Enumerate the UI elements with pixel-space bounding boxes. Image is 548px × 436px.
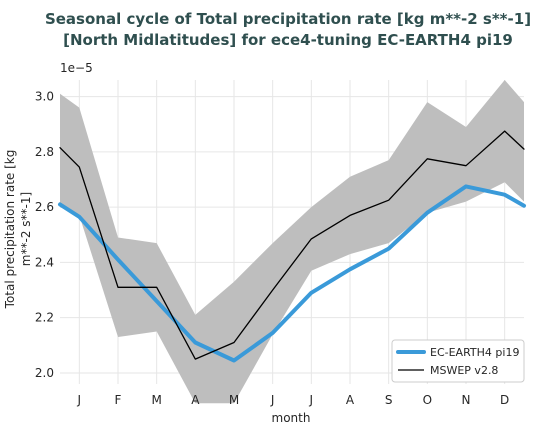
y-tick-label: 2.8 (35, 145, 54, 159)
series-line-ec-earth4 (58, 184, 526, 363)
legend: EC-EARTH4 pi19 MSWEP v2.8 (391, 339, 525, 383)
y-tick-label: 3.0 (35, 90, 54, 104)
x-tick-label: A (191, 393, 200, 407)
y-tick-labels: 2.0 2.2 2.4 2.6 2.8 3.0 (35, 90, 54, 380)
x-tick-label: F (115, 393, 122, 407)
chart-title-line-1: Seasonal cycle of Total precipitation ra… (45, 10, 531, 28)
y-tick-label: 2.6 (35, 200, 54, 214)
x-tick-label: J (77, 393, 82, 407)
series-line-mswep (59, 130, 525, 360)
x-axis-label: month (272, 411, 311, 425)
legend-label-mswep: MSWEP v2.8 (430, 364, 498, 377)
y-axis-label-line-1: Total precipitation rate [kg (3, 150, 17, 310)
x-tick-label: S (385, 393, 393, 407)
y-tick-label: 2.2 (35, 311, 54, 325)
x-tick-label: N (462, 393, 471, 407)
chart-title-line-2: [North Midlatitudes] for ece4-tuning EC-… (63, 31, 513, 49)
y-tick-label: 2.0 (35, 366, 54, 380)
y-axis-label-line-2: m**-2 s**-1] (19, 192, 33, 266)
y-tick-label: 2.4 (35, 255, 54, 269)
x-tick-label: A (346, 393, 355, 407)
x-tick-label: D (500, 393, 509, 407)
x-tick-label: J (270, 393, 275, 407)
x-tick-label: M (229, 393, 239, 407)
x-tick-label: O (423, 393, 432, 407)
x-tick-label: J (309, 393, 314, 407)
y-axis-multiplier: 1e−5 (60, 61, 93, 75)
y-axis-label: Total precipitation rate [kg m**-2 s**-1… (3, 150, 33, 310)
series-layer (58, 130, 526, 363)
legend-label-ec-earth4: EC-EARTH4 pi19 (430, 346, 519, 359)
x-tick-label: M (151, 393, 161, 407)
